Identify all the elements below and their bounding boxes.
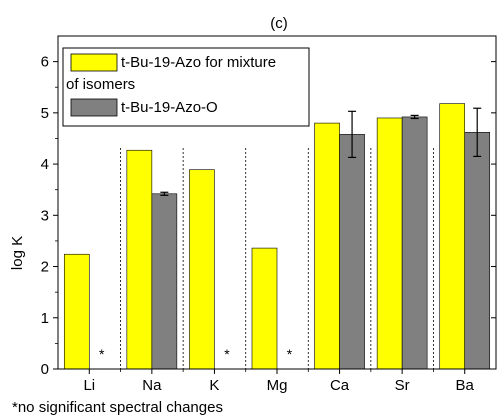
error-bar-na: [160, 191, 169, 196]
x-axis-ticks: Li Na K Mg Ca Sr Ba: [83, 369, 475, 394]
bar-azo-o-ca: [339, 134, 365, 370]
bar-mixture-ba: [439, 103, 466, 370]
y-tick-label: 6: [41, 54, 49, 71]
no-change-markers: * * *: [99, 346, 293, 362]
x-tick-label-li: Li: [83, 377, 95, 394]
legend: t-Bu-19-Azo for mixture of isomers t-Bu-19…: [62, 47, 310, 127]
bars-group: [63, 103, 491, 370]
x-tick-label-mg: Mg: [267, 377, 288, 394]
error-bar-ba: [473, 107, 482, 157]
error-bar-sr: [410, 114, 419, 120]
y-tick-label: 4: [41, 156, 49, 173]
x-tick-label-ca: Ca: [330, 377, 350, 394]
x-tick-label-k: K: [209, 377, 219, 394]
y-tick-label: 5: [41, 105, 49, 122]
x-tick-label-na: Na: [142, 377, 162, 394]
y-axis-label: log K: [9, 236, 26, 270]
bar-mixture-li: [63, 253, 90, 370]
legend-swatch-mixture: [70, 53, 118, 72]
no-change-marker-mg: *: [287, 346, 293, 362]
y-tick-label: 1: [41, 310, 49, 327]
x-tick-label-ba: Ba: [456, 377, 475, 394]
bar-mixture-ca: [314, 122, 340, 370]
legend-label-azo-o: t-Bu-19-Azo-O: [121, 99, 218, 116]
legend-swatch-azo-o: [70, 98, 118, 117]
y-tick-label: 3: [41, 207, 49, 224]
y-axis-ticks: 0 1 2 3 4 5 6: [41, 54, 496, 378]
y-tick-label: 2: [41, 259, 49, 276]
bar-mixture-sr: [376, 117, 403, 370]
bar-azo-o-na: [151, 193, 178, 370]
bar-mixture-k: [189, 169, 215, 370]
footnote: *no significant spectral changes: [12, 399, 223, 416]
error-bar-ca: [348, 110, 357, 159]
bar-mixture-na: [126, 149, 153, 370]
bar-mixture-mg: [251, 247, 278, 370]
bar-azo-o-ba: [464, 132, 491, 370]
chart-title: (c): [270, 15, 288, 32]
no-change-marker-k: *: [224, 346, 230, 362]
legend-label-mixture: t-Bu-19-Azo for mixture: [121, 54, 276, 71]
y-tick-label: 0: [41, 361, 49, 378]
no-change-marker-li: *: [99, 346, 105, 362]
category-separators: [120, 148, 434, 369]
legend-label-mixture-line2: of isomers: [66, 76, 135, 93]
x-tick-label-sr: Sr: [395, 377, 410, 394]
bar-azo-o-sr: [401, 116, 428, 370]
